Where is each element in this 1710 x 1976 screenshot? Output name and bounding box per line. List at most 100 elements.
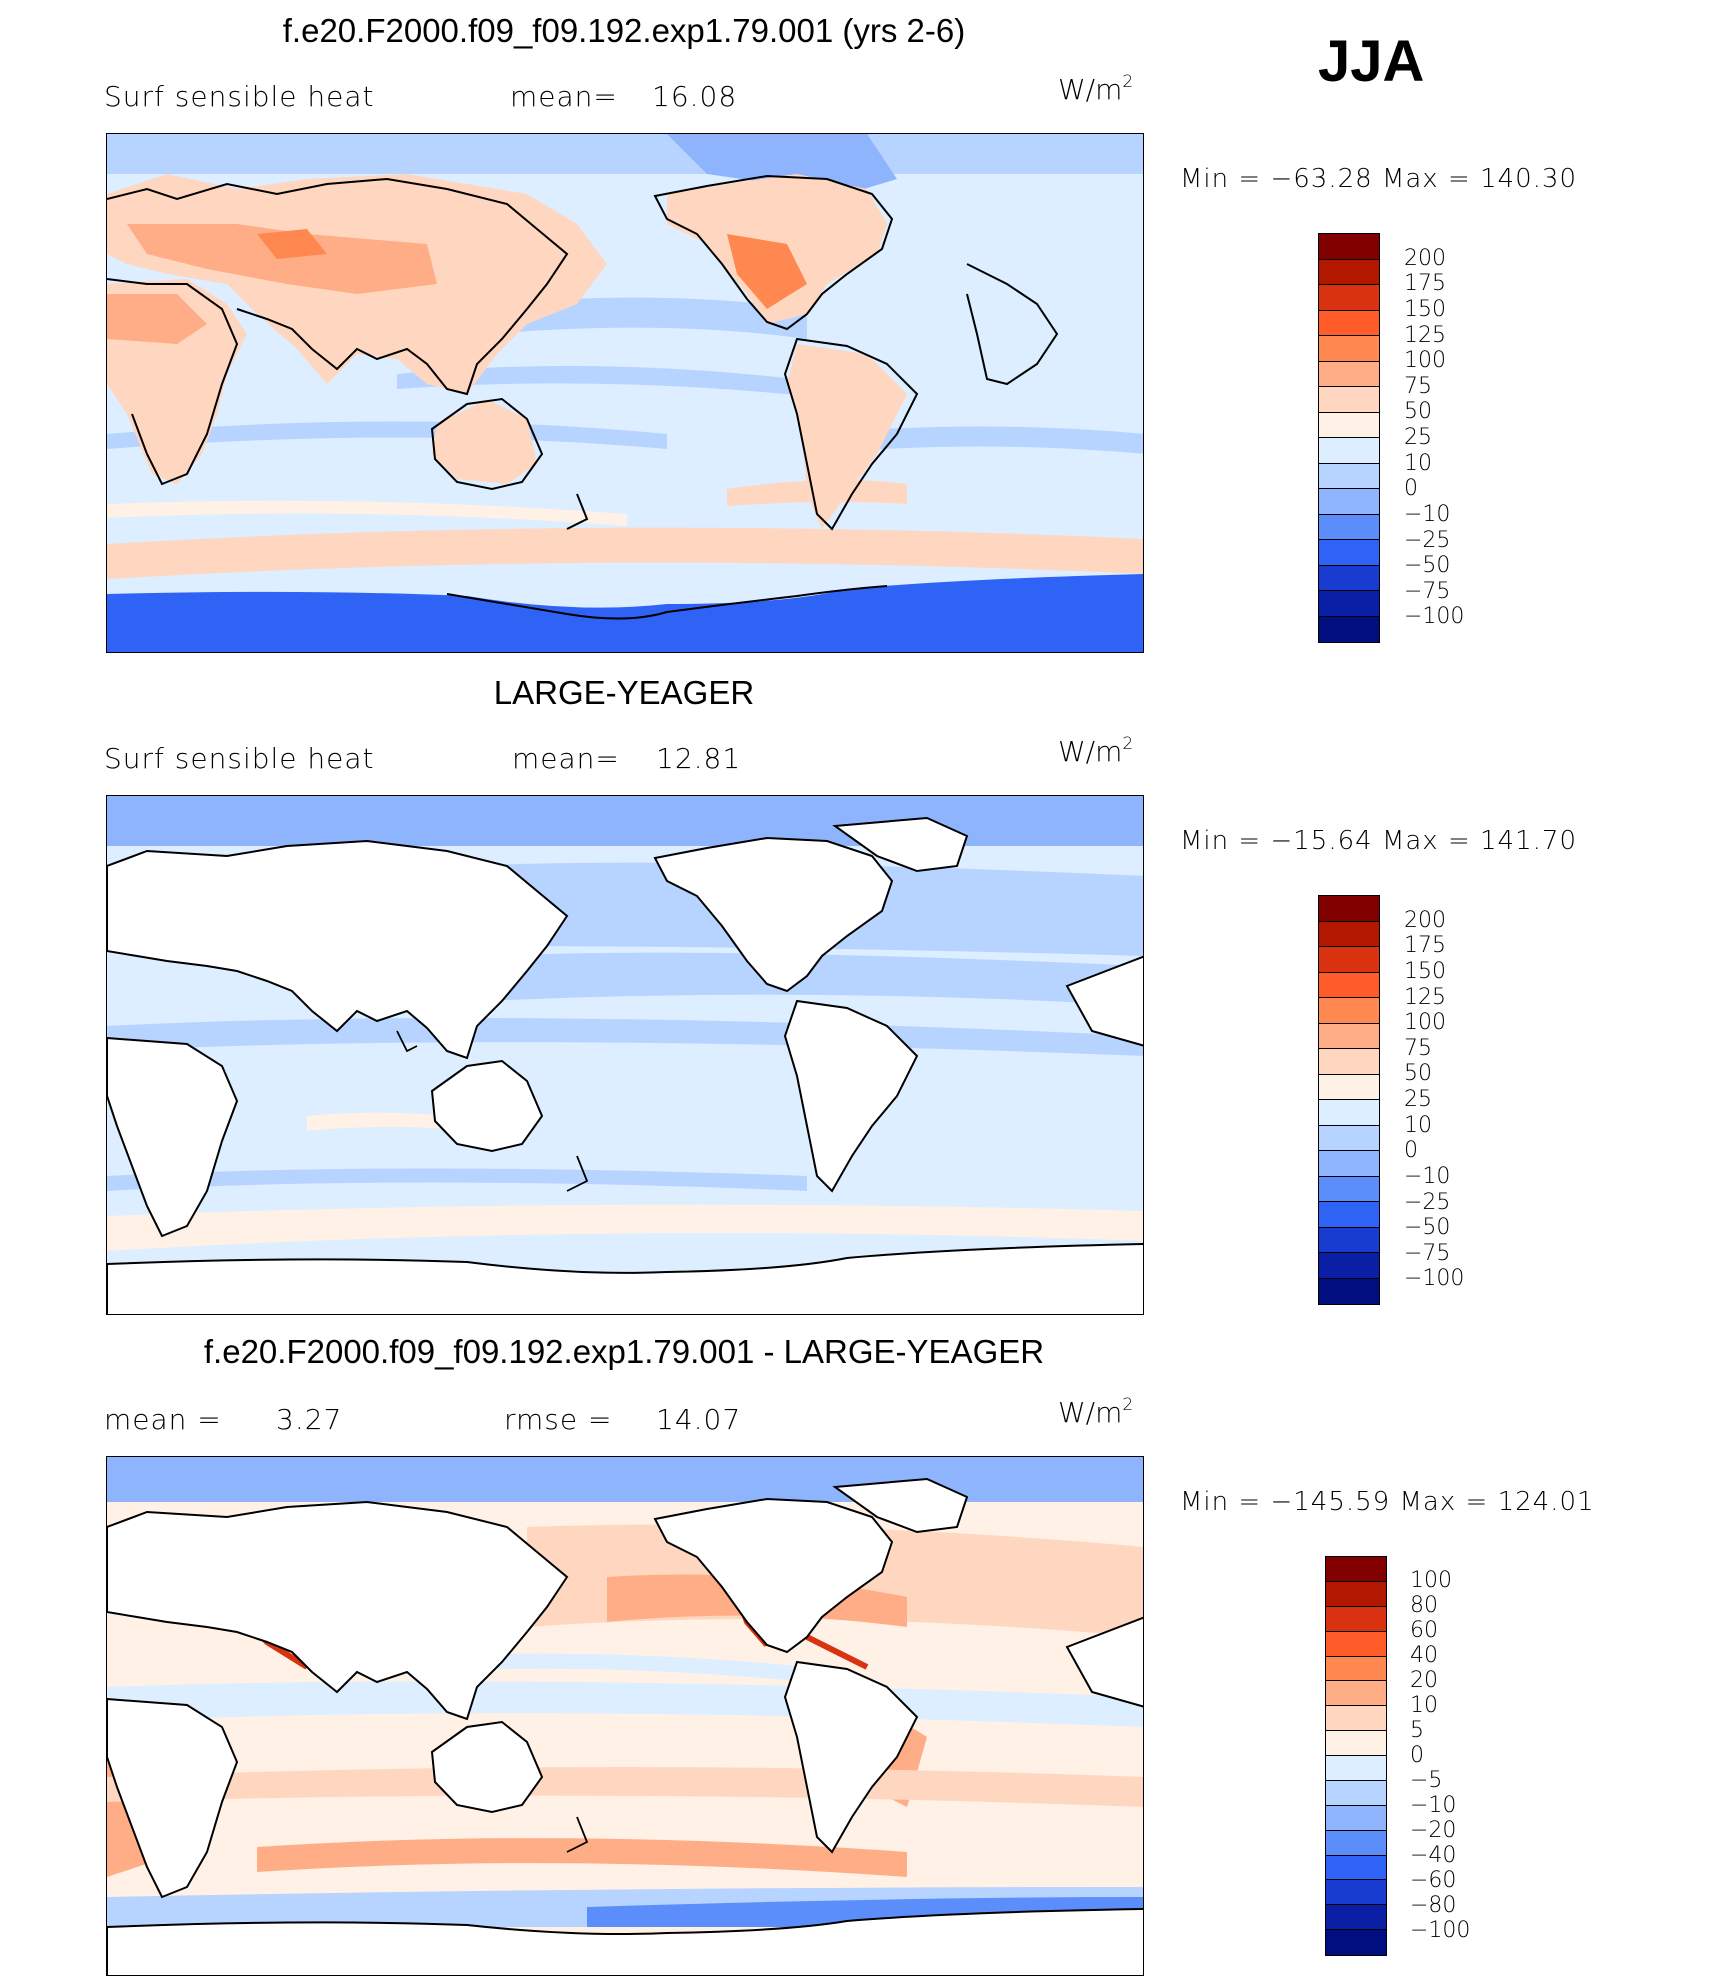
colorbar-level-label: 25 <box>1404 1087 1432 1112</box>
colorbar-segment <box>1319 616 1379 642</box>
colorbar-level-label: −20 <box>1410 1818 1457 1843</box>
panel-1-colorbar <box>1318 233 1380 643</box>
colorbar-segment <box>1319 412 1379 438</box>
colorbar-segment <box>1319 234 1379 260</box>
colorbar-segment <box>1319 1074 1379 1100</box>
colorbar-level-label: −100 <box>1410 1918 1471 1943</box>
colorbar-level-label: 60 <box>1410 1618 1438 1643</box>
colorbar-segment <box>1326 1805 1386 1831</box>
colorbar-level-label: −50 <box>1404 1215 1451 1241</box>
panel-1-units: W/m2 <box>1058 72 1134 106</box>
panel-2-map <box>106 795 1144 1315</box>
panel-2-minmax: Min = −15.64 Max = 141.70 <box>1180 826 1577 856</box>
colorbar-level-label: −5 <box>1410 1768 1443 1793</box>
panel-3-map <box>106 1456 1144 1976</box>
panel-1-minmax: Min = −63.28 Max = 140.30 <box>1180 164 1577 194</box>
colorbar-level-label: 0 <box>1410 1743 1424 1768</box>
panel-2-mean-label: mean= <box>512 742 620 775</box>
panel-3-colorbar <box>1325 1556 1387 1956</box>
colorbar-level-label: −40 <box>1410 1843 1457 1868</box>
colorbar-level-label: −75 <box>1404 1240 1451 1266</box>
colorbar-level-label: −10 <box>1404 1163 1451 1189</box>
colorbar-segment <box>1319 921 1379 947</box>
panel-1-map-svg <box>107 134 1143 652</box>
colorbar-segment <box>1326 1880 1386 1906</box>
colorbar-segment <box>1319 463 1379 489</box>
panel-2-map-svg <box>107 796 1143 1314</box>
colorbar-segment <box>1326 1830 1386 1856</box>
colorbar-segment <box>1326 1930 1386 1955</box>
colorbar-level-label: 100 <box>1404 348 1446 374</box>
colorbar-level-label: 150 <box>1404 958 1446 984</box>
colorbar-level-label: 200 <box>1404 907 1446 933</box>
colorbar-level-label: 175 <box>1404 271 1446 297</box>
colorbar-segment <box>1326 1581 1386 1607</box>
panel-3-mean-label: mean = <box>104 1403 222 1436</box>
panel-3-rmse-label: rmse = <box>504 1403 613 1436</box>
colorbar-segment <box>1319 591 1379 617</box>
colorbar-level-label: 50 <box>1404 399 1432 425</box>
colorbar-segment <box>1326 1731 1386 1756</box>
panel-2-units: W/m2 <box>1058 734 1134 768</box>
colorbar-segment <box>1326 1557 1386 1582</box>
colorbar-segment <box>1319 285 1379 311</box>
panel-2-colorbar <box>1318 895 1380 1305</box>
colorbar-segment <box>1319 1023 1379 1049</box>
panel-3-title: f.e20.F2000.f09_f09.192.exp1.79.001 - LA… <box>203 1333 1045 1370</box>
colorbar-segment <box>1319 540 1379 566</box>
colorbar-segment <box>1319 1227 1379 1253</box>
colorbar-level-label: 125 <box>1404 322 1446 348</box>
colorbar-segment <box>1319 438 1379 464</box>
colorbar-level-label: 200 <box>1404 245 1446 271</box>
panel-1-mean-label: mean= <box>510 80 618 113</box>
colorbar-level-label: −80 <box>1410 1893 1457 1918</box>
colorbar-level-label: 80 <box>1410 1593 1438 1618</box>
colorbar-segment <box>1326 1631 1386 1657</box>
colorbar-level-label: −25 <box>1404 1189 1451 1215</box>
colorbar-segment <box>1319 1125 1379 1151</box>
colorbar-level-label: 150 <box>1404 296 1446 322</box>
colorbar-segment <box>1319 336 1379 362</box>
colorbar-segment <box>1319 489 1379 515</box>
colorbar-level-label: −25 <box>1404 527 1451 553</box>
colorbar-segment <box>1319 1253 1379 1279</box>
colorbar-level-label: 20 <box>1410 1668 1438 1693</box>
colorbar-level-label: −100 <box>1404 1266 1465 1292</box>
panel-3-units: W/m2 <box>1058 1395 1134 1429</box>
colorbar-level-label: 10 <box>1410 1693 1438 1718</box>
colorbar-segment <box>1319 1202 1379 1228</box>
colorbar-segment <box>1326 1706 1386 1732</box>
colorbar-level-label: −10 <box>1404 501 1451 527</box>
colorbar-segment <box>1319 998 1379 1024</box>
colorbar-level-label: −100 <box>1404 604 1465 630</box>
colorbar-level-label: 5 <box>1410 1718 1424 1743</box>
colorbar-level-label: 40 <box>1410 1643 1438 1668</box>
colorbar-level-label: 75 <box>1404 1035 1432 1061</box>
colorbar-level-label: 100 <box>1410 1568 1452 1593</box>
season-label: JJA <box>1318 29 1425 94</box>
colorbar-level-label: 0 <box>1404 476 1418 502</box>
panel-3-map-svg <box>107 1457 1143 1975</box>
colorbar-segment <box>1326 1681 1386 1707</box>
colorbar-segment <box>1319 1176 1379 1202</box>
colorbar-level-label: −60 <box>1410 1868 1457 1893</box>
panel-1-mean-value: 16.08 <box>652 80 738 113</box>
panel-1-variable-label: Surf sensible heat <box>104 80 375 113</box>
colorbar-segment <box>1326 1855 1386 1881</box>
panel-3-minmax: Min = −145.59 Max = 124.01 <box>1180 1487 1595 1517</box>
colorbar-segment <box>1319 1049 1379 1075</box>
panel-3-rmse-value: 14.07 <box>656 1403 742 1436</box>
colorbar-level-label: 175 <box>1404 933 1446 959</box>
panel-2-title: LARGE-YEAGER <box>493 674 755 711</box>
colorbar-segment <box>1326 1606 1386 1632</box>
colorbar-level-label: 0 <box>1404 1138 1418 1164</box>
colorbar-segment <box>1326 1656 1386 1682</box>
colorbar-level-label: −75 <box>1404 578 1451 604</box>
panel-3-mean-value: 3.27 <box>276 1403 343 1436</box>
panel-2-mean-value: 12.81 <box>656 742 742 775</box>
colorbar-segment <box>1319 972 1379 998</box>
colorbar-segment <box>1319 361 1379 387</box>
colorbar-segment <box>1319 947 1379 973</box>
colorbar-level-label: 25 <box>1404 425 1432 450</box>
colorbar-level-label: 10 <box>1404 450 1432 476</box>
